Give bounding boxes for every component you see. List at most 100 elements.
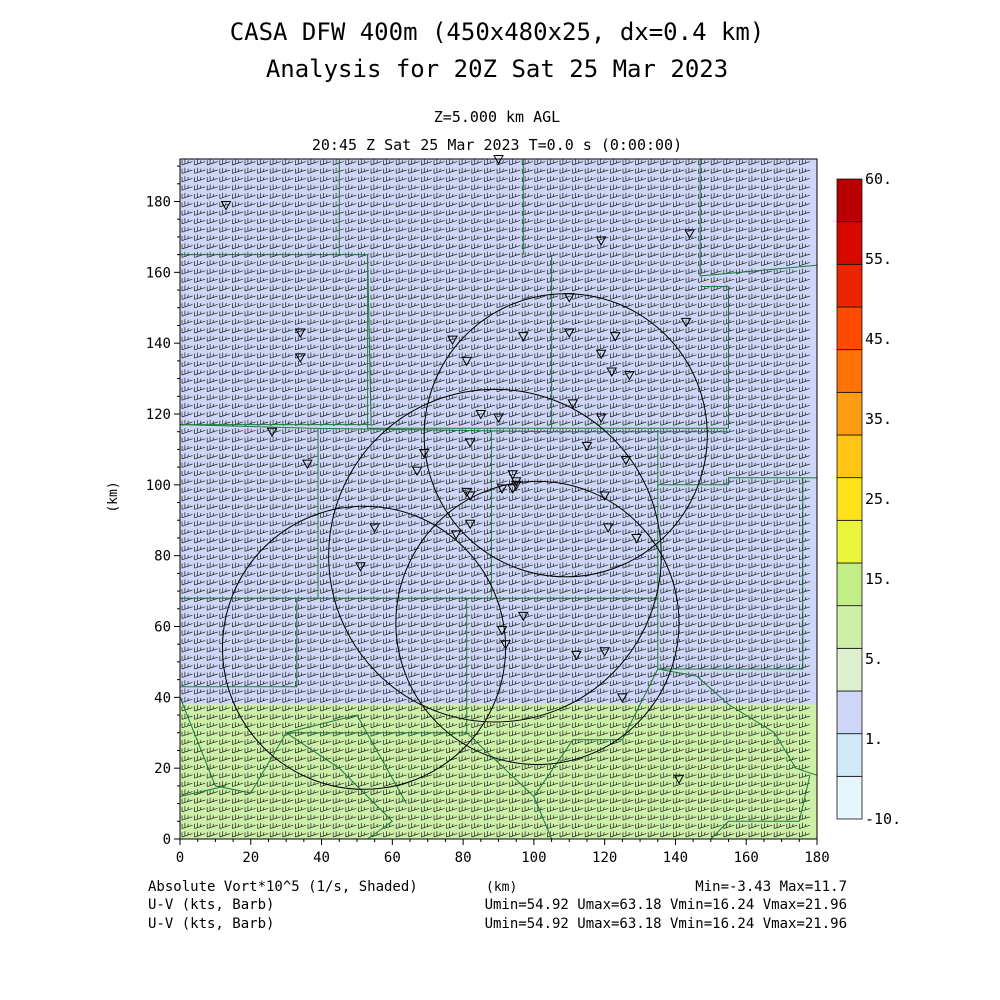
colorbar-swatch bbox=[836, 519, 863, 564]
station-marker bbox=[624, 371, 635, 381]
colorbar-label: 35. bbox=[865, 410, 892, 428]
county-line bbox=[551, 254, 729, 429]
wind-barbs bbox=[181, 159, 811, 838]
station-marker bbox=[595, 236, 607, 246]
station-marker bbox=[507, 484, 519, 494]
station-marker bbox=[517, 611, 529, 622]
county-line bbox=[285, 732, 394, 840]
county-line bbox=[179, 697, 358, 794]
colorbar-label: 15. bbox=[865, 570, 892, 588]
colorbar-swatch bbox=[836, 775, 863, 820]
colorbar-swatch bbox=[836, 221, 863, 265]
radar-rings bbox=[221, 293, 708, 790]
station-marker bbox=[507, 470, 519, 480]
colorbar: 60. 55. 45. 35. 25. 15. 5. 1. -10. bbox=[836, 170, 901, 828]
plot-area bbox=[179, 155, 818, 840]
station-marker bbox=[411, 466, 423, 477]
station-marker bbox=[595, 349, 607, 360]
barb-label-2: U-V (kts, Barb) bbox=[148, 916, 274, 932]
county-line bbox=[466, 668, 659, 798]
station-marker bbox=[617, 693, 628, 703]
station-marker bbox=[599, 491, 611, 501]
colorbar-label: 60. bbox=[865, 170, 892, 188]
county-line bbox=[180, 254, 372, 426]
colorbar-label: 55. bbox=[865, 250, 892, 268]
station-marker bbox=[581, 441, 593, 452]
station-marker bbox=[302, 459, 313, 470]
station-marker bbox=[680, 317, 692, 328]
station-markers bbox=[220, 155, 695, 785]
station-marker bbox=[606, 367, 618, 378]
y-tick-label: 20 bbox=[154, 761, 171, 777]
barb-stats-2: Umin=54.92 Umax=63.18 Vmin=16.24 Vmax=21… bbox=[485, 916, 847, 932]
x-tick-label: 140 bbox=[663, 850, 688, 866]
colorbar-swatch bbox=[836, 263, 863, 308]
subtitle-time: 20:45 Z Sat 25 Mar 2023 T=0.0 s (0:00:00… bbox=[312, 136, 682, 154]
station-marker bbox=[355, 562, 366, 572]
county-line bbox=[367, 254, 552, 429]
station-marker bbox=[563, 293, 575, 303]
y-axis: 0 20 40 60 80 100 120 140 160 180 bbox=[146, 165, 180, 848]
station-marker bbox=[609, 332, 621, 342]
x-tick-label: 120 bbox=[592, 850, 617, 866]
colorbar-label: 25. bbox=[865, 490, 892, 508]
station-marker bbox=[563, 328, 575, 339]
colorbar-label: -10. bbox=[865, 810, 901, 828]
county-boundaries bbox=[179, 159, 818, 840]
subtitle-level: Z=5.000 km AGL bbox=[434, 108, 560, 126]
x-axis: 0 20 40 60 80 100 120 140 160 180 bbox=[176, 839, 830, 866]
county-line bbox=[179, 424, 729, 433]
station-marker bbox=[496, 626, 508, 636]
colorbar-swatch bbox=[836, 562, 863, 607]
station-marker bbox=[220, 201, 232, 211]
colorbar-swatch bbox=[836, 477, 863, 521]
colorbar-swatch bbox=[836, 647, 863, 692]
county-line bbox=[533, 796, 553, 840]
colorbar-swatch bbox=[836, 733, 863, 777]
barb-stats-1: Umin=54.92 Umax=63.18 Vmin=16.24 Vmax=21… bbox=[485, 897, 847, 913]
station-marker bbox=[450, 530, 462, 540]
x-tick-label: 180 bbox=[804, 850, 829, 866]
colorbar-swatch bbox=[836, 349, 863, 393]
y-tick-label: 40 bbox=[154, 690, 171, 706]
x-tick-label: 40 bbox=[313, 850, 330, 866]
station-marker bbox=[464, 438, 476, 448]
station-marker bbox=[493, 413, 504, 424]
colorbar-swatch bbox=[836, 178, 863, 223]
y-tick-label: 180 bbox=[146, 195, 171, 211]
y-tick-label: 160 bbox=[146, 265, 171, 281]
colorbar-swatch bbox=[836, 605, 863, 649]
y-axis-label: (km) bbox=[106, 481, 121, 512]
y-tick-label: 140 bbox=[146, 336, 171, 352]
wind-barb-field bbox=[181, 159, 811, 838]
station-marker bbox=[631, 533, 642, 544]
station-marker bbox=[500, 640, 511, 650]
colorbar-label: 1. bbox=[865, 730, 883, 748]
colorbar-swatch bbox=[836, 306, 863, 351]
county-line bbox=[180, 598, 298, 688]
y-tick-label: 120 bbox=[146, 407, 171, 423]
station-marker bbox=[464, 519, 476, 530]
x-tick-label: 80 bbox=[455, 850, 472, 866]
y-tick-label: 100 bbox=[146, 478, 171, 494]
x-unit-label: (km) bbox=[486, 880, 517, 895]
station-marker bbox=[567, 399, 579, 409]
field-label: Absolute Vort*10^5 (1/s, Shaded) bbox=[148, 879, 418, 895]
min-max-text: Min=-3.43 Max=11.7 bbox=[695, 879, 847, 895]
station-marker bbox=[447, 335, 458, 346]
x-tick-label: 60 bbox=[384, 850, 401, 866]
station-marker bbox=[620, 456, 632, 466]
station-marker bbox=[266, 427, 278, 438]
barb-label-1: U-V (kts, Barb) bbox=[148, 897, 274, 913]
station-marker bbox=[517, 332, 529, 342]
x-tick-label: 0 bbox=[176, 850, 184, 866]
x-tick-label: 100 bbox=[521, 850, 546, 866]
x-tick-label: 20 bbox=[242, 850, 259, 866]
county-line bbox=[356, 714, 407, 804]
station-marker bbox=[464, 491, 476, 501]
county-line bbox=[710, 775, 811, 840]
y-tick-label: 60 bbox=[154, 620, 171, 636]
station-marker bbox=[602, 523, 614, 533]
station-marker bbox=[571, 650, 582, 661]
